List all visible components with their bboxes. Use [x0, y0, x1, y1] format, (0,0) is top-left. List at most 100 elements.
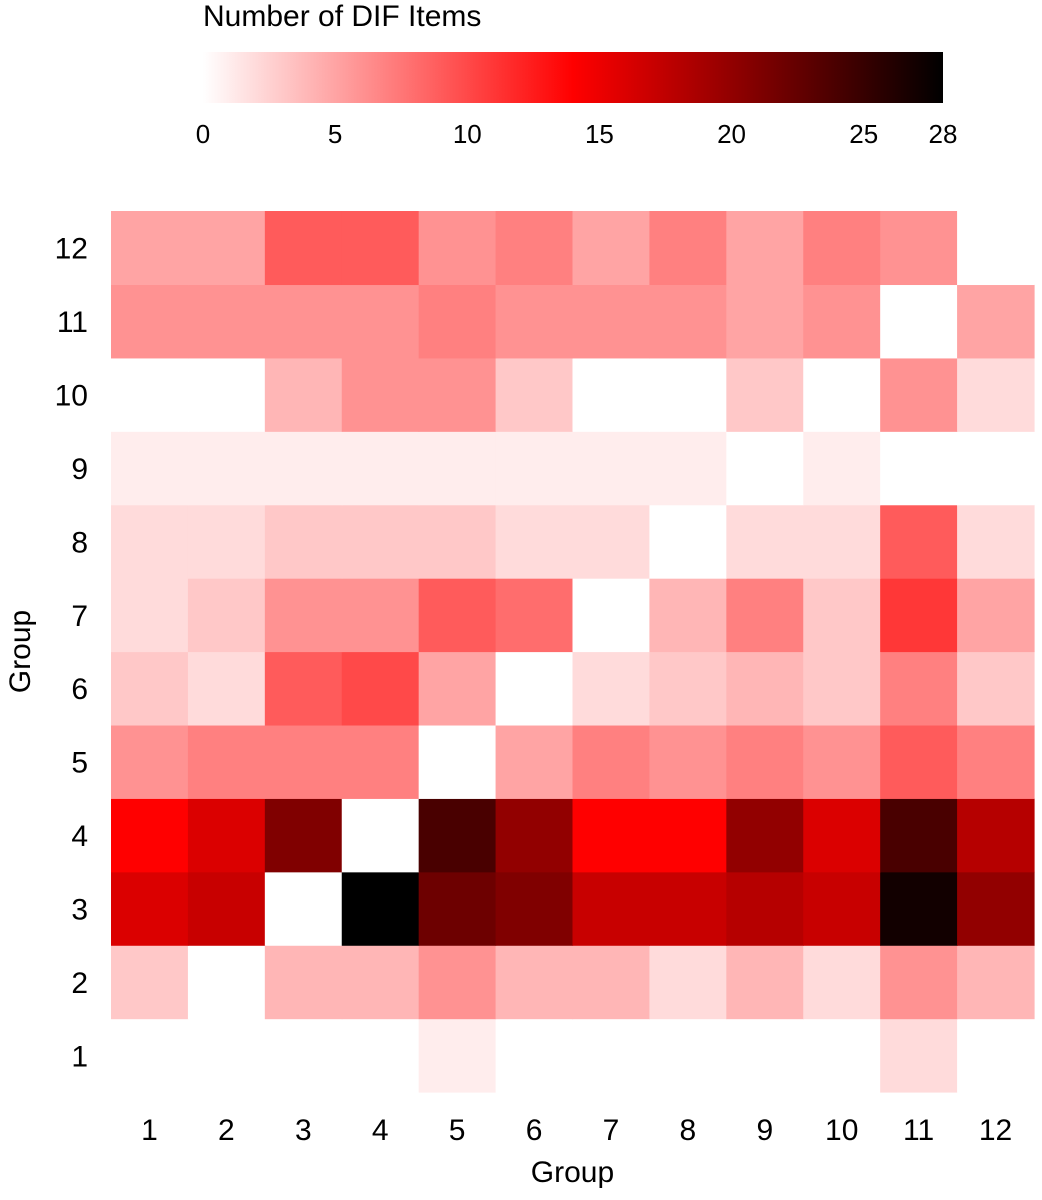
heatmap-cell-5-3	[264, 724, 343, 799]
heatmap-cell-1-12	[957, 1018, 1035, 1093]
heatmap-cell-11-12	[957, 284, 1035, 359]
heatmap-cell-6-11	[880, 651, 958, 726]
heatmap-cell-6-2	[187, 651, 266, 726]
heatmap-cell-10-12	[957, 357, 1035, 432]
heatmap-cell-9-1	[111, 431, 189, 506]
heatmap-cell-1-6	[495, 1018, 574, 1093]
heatmap-cell-2-2	[187, 945, 266, 1020]
heatmap-cell-1-3	[264, 1018, 343, 1093]
heatmap-cell-7-7	[572, 578, 651, 653]
heatmap-cell-4-3	[264, 798, 343, 873]
heatmap-cell-12-10	[803, 211, 881, 286]
heatmap-cell-8-9	[726, 504, 804, 579]
heatmap-cell-10-1	[111, 357, 189, 432]
heatmap-cell-4-1	[111, 798, 189, 873]
heatmap-cell-6-12	[957, 651, 1035, 726]
colorbar-tick-label: 15	[585, 119, 614, 149]
heatmap-cell-4-7	[572, 798, 651, 873]
heatmap-cell-6-3	[264, 651, 343, 726]
heatmap-cell-1-9	[726, 1018, 804, 1093]
heatmap-cell-1-2	[187, 1018, 266, 1093]
heatmap-cell-8-2	[187, 504, 266, 579]
heatmap-cell-9-10	[803, 431, 881, 506]
x-axis-title: Group	[531, 1156, 614, 1189]
heatmap-cell-12-8	[649, 211, 727, 286]
y-tick-label: 5	[71, 747, 88, 780]
heatmap-cell-11-8	[649, 284, 727, 359]
heatmap-cell-3-7	[572, 871, 651, 946]
colorbar-tick-label: 20	[717, 119, 746, 149]
heatmap-cell-12-12	[957, 211, 1035, 286]
heatmap-cell-3-8	[649, 871, 727, 946]
heatmap-cell-2-7	[572, 945, 651, 1020]
heatmap-cell-6-4	[341, 651, 420, 726]
heatmap-cell-11-5	[418, 284, 497, 359]
heatmap-cell-10-2	[187, 357, 266, 432]
y-tick-label: 7	[71, 600, 88, 633]
heatmap-cell-5-4	[341, 724, 420, 799]
heatmap-cell-8-11	[880, 504, 958, 579]
heatmap-cell-2-8	[649, 945, 727, 1020]
heatmap-cell-2-11	[880, 945, 958, 1020]
x-tick-label: 6	[526, 1114, 543, 1147]
heatmap-cell-10-6	[495, 357, 574, 432]
heatmap-cell-12-7	[572, 211, 651, 286]
heatmap-cell-3-3	[264, 871, 343, 946]
heatmap-cell-9-6	[495, 431, 574, 506]
heatmap-cell-7-4	[341, 578, 420, 653]
heatmap-cell-7-10	[803, 578, 881, 653]
heatmap-cell-1-7	[572, 1018, 651, 1093]
heatmap-cell-12-9	[726, 211, 804, 286]
heatmap-cell-6-1	[111, 651, 189, 726]
y-tick-label: 12	[55, 233, 88, 266]
heatmap-cell-6-6	[495, 651, 574, 726]
heatmap-cell-4-4	[341, 798, 420, 873]
heatmap-cell-1-4	[341, 1018, 420, 1093]
x-tick-label: 9	[756, 1114, 773, 1147]
heatmap-cell-1-8	[649, 1018, 727, 1093]
heatmap-cell-3-2	[187, 871, 266, 946]
heatmap-cell-9-5	[418, 431, 497, 506]
heatmap-cell-7-3	[264, 578, 343, 653]
heatmap-cell-8-1	[111, 504, 189, 579]
y-tick-label: 11	[57, 306, 88, 339]
heatmap-cell-12-6	[495, 211, 574, 286]
heatmap-cells	[111, 211, 1035, 1093]
heatmap-cell-4-2	[187, 798, 266, 873]
y-tick-label: 6	[71, 673, 88, 706]
heatmap-cell-1-11	[880, 1018, 958, 1093]
y-tick-label: 1	[71, 1040, 88, 1073]
heatmap-cell-7-8	[649, 578, 727, 653]
heatmap-cell-8-5	[418, 504, 497, 579]
heatmap-cell-4-10	[803, 798, 881, 873]
heatmap-cell-8-12	[957, 504, 1035, 579]
y-tick-label: 4	[71, 820, 88, 853]
heatmap-cell-9-3	[264, 431, 343, 506]
heatmap-cell-5-9	[726, 724, 804, 799]
heatmap-cell-3-9	[726, 871, 804, 946]
heatmap-cell-11-1	[111, 284, 189, 359]
x-tick-label: 11	[903, 1114, 934, 1147]
heatmap-cell-11-11	[880, 284, 958, 359]
heatmap-cell-9-11	[880, 431, 958, 506]
heatmap-cell-9-2	[187, 431, 266, 506]
heatmap-cell-2-6	[495, 945, 574, 1020]
heatmap-cell-8-10	[803, 504, 881, 579]
y-tick-label: 8	[71, 526, 88, 559]
heatmap-cell-11-10	[803, 284, 881, 359]
x-tick-label: 7	[603, 1114, 620, 1147]
y-axis-title: Group	[4, 610, 37, 693]
heatmap-cell-8-8	[649, 504, 727, 579]
heatmap-cell-4-5	[418, 798, 497, 873]
heatmap-cell-8-7	[572, 504, 651, 579]
heatmap-cell-5-8	[649, 724, 727, 799]
heatmap-cell-11-2	[187, 284, 266, 359]
heatmap-cell-4-8	[649, 798, 727, 873]
x-tick-label: 8	[680, 1114, 697, 1147]
heatmap-cell-2-5	[418, 945, 497, 1020]
heatmap-cell-10-3	[264, 357, 343, 432]
heatmap-cell-10-11	[880, 357, 958, 432]
colorbar-tick-label: 28	[929, 119, 958, 149]
x-tick-label: 2	[218, 1114, 235, 1147]
